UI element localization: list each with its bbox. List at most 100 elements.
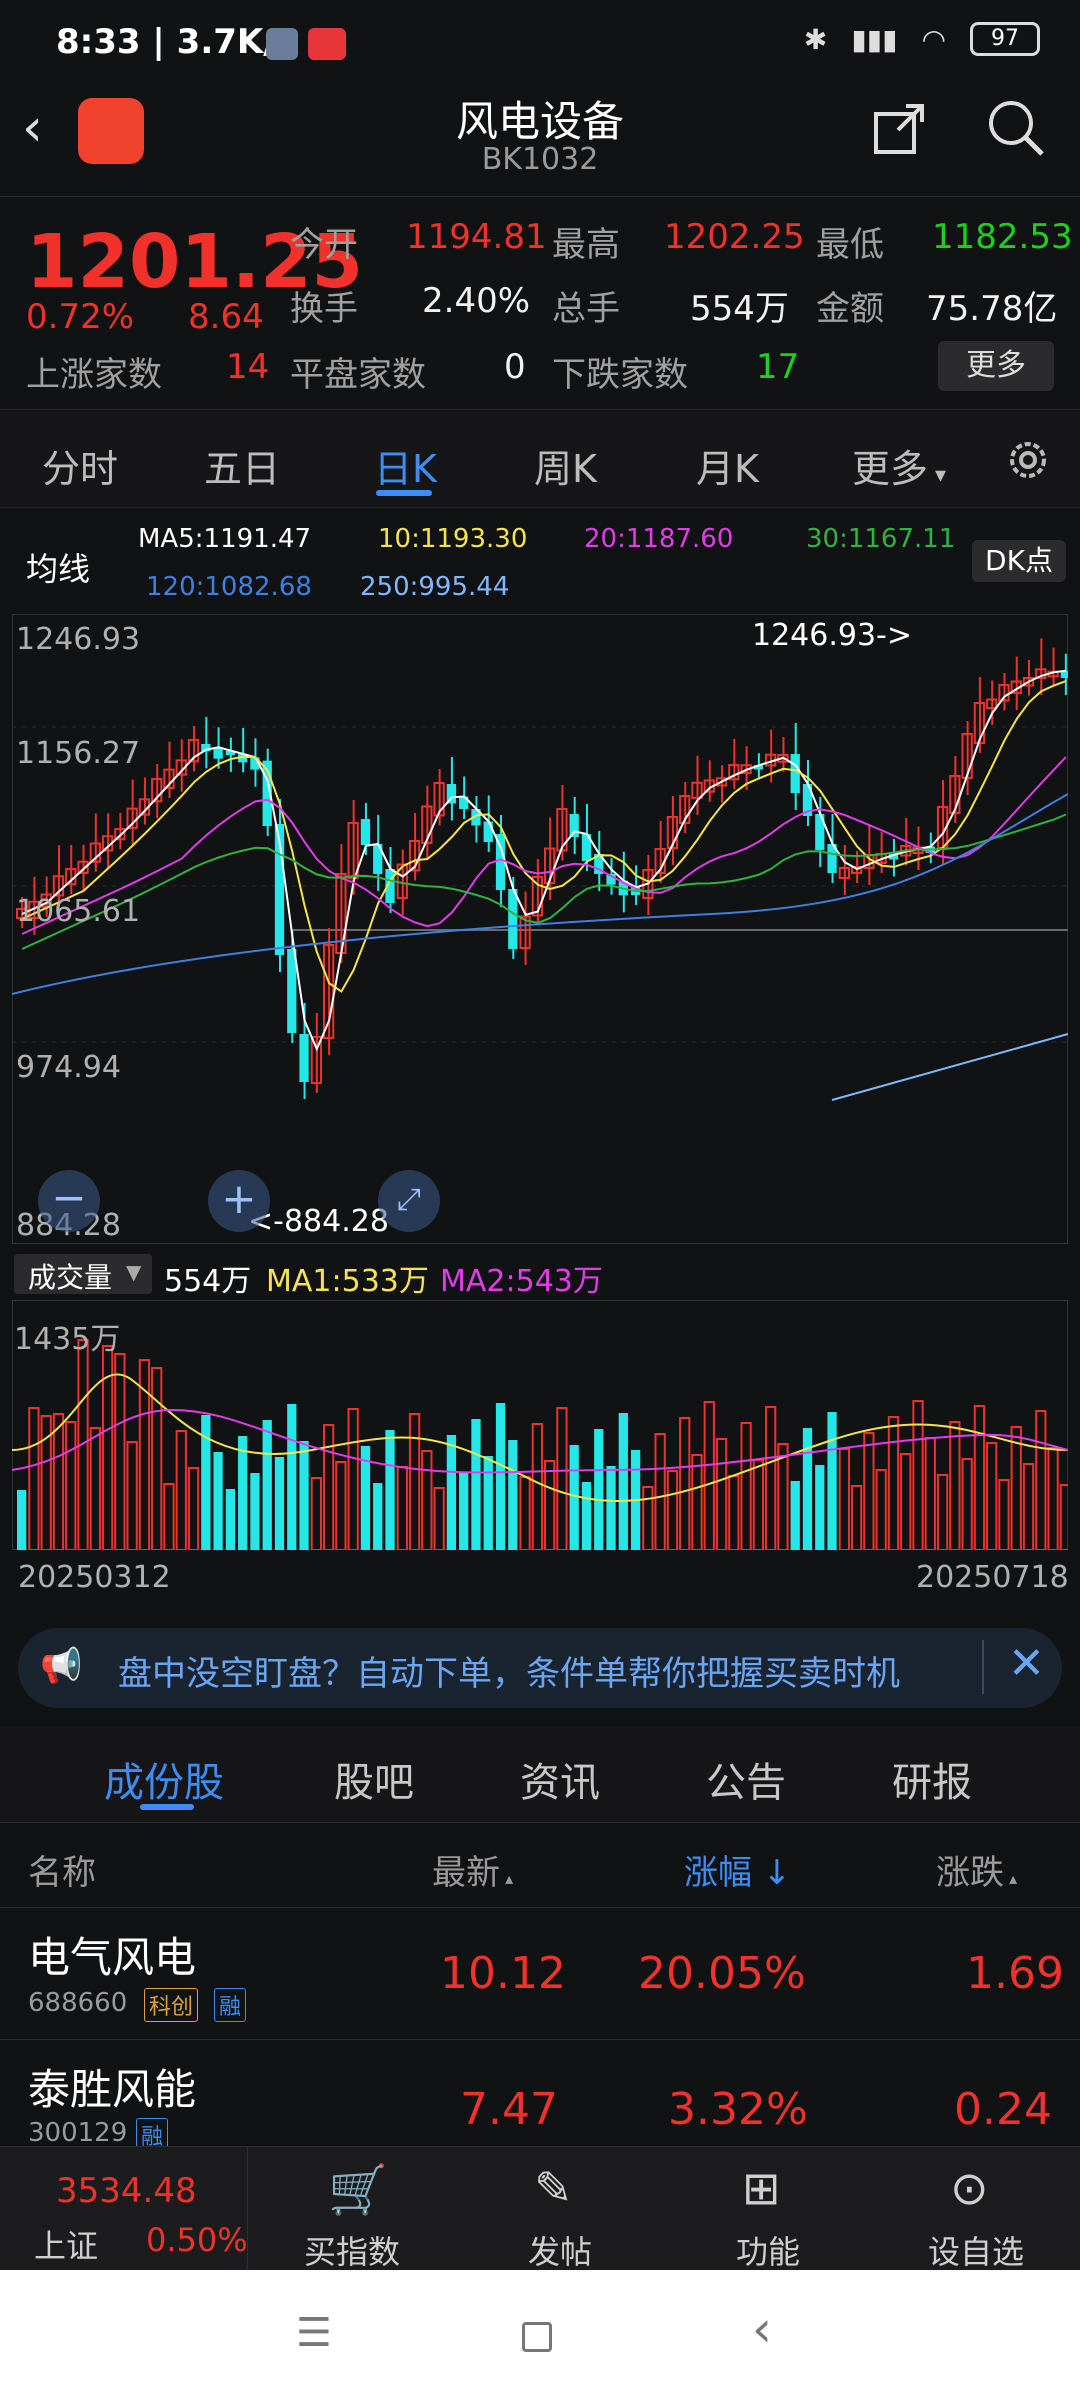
volume-bar <box>322 1424 335 1551</box>
close-icon[interactable]: ✕ <box>1008 1638 1045 1689</box>
tab-more[interactable]: 更多 ▾ <box>852 438 946 493</box>
buy-index-button[interactable]: 🛒 买指数 <box>252 2147 452 2271</box>
candlestick-chart[interactable]: 1246.93 1156.27 1065.61 974.94 884.28 12… <box>11 614 1070 1244</box>
candle-body <box>986 698 998 709</box>
dk-point-button[interactable]: DK点 <box>972 540 1066 582</box>
volume-bar <box>752 1459 765 1551</box>
volume-bar <box>961 1458 973 1551</box>
candle-body <box>373 844 383 874</box>
tab-constituents[interactable]: 成份股 <box>104 1760 224 1806</box>
volume-bar <box>1035 1410 1047 1551</box>
tab-intraday[interactable]: 分时 <box>42 447 119 491</box>
volume-bar <box>446 1435 457 1550</box>
add-watchlist-button[interactable]: ⊙ 设自选 <box>876 2147 1076 2271</box>
candle-body <box>838 867 850 879</box>
tab-news[interactable]: 资讯 <box>520 1760 600 1806</box>
fullscreen-icon[interactable]: ⤢ <box>378 1170 440 1232</box>
tab-five-day[interactable]: 五日 <box>204 447 281 491</box>
sort-desc-icon: ↓ <box>752 1853 792 1893</box>
down-count: 17 <box>756 347 800 387</box>
back-nav-icon[interactable]: ‹ <box>752 2300 772 2358</box>
x-axis-end: 20250718 <box>916 1560 1069 1595</box>
settings-app-icon <box>266 28 298 60</box>
volume-bar <box>114 1353 126 1551</box>
candle-body <box>606 874 616 885</box>
tab-daily-k[interactable]: 日K <box>374 447 437 491</box>
volume-bar <box>949 1421 961 1551</box>
change-pct: 20.05% <box>638 1948 806 1999</box>
ma5-line <box>21 669 1067 1052</box>
volume-bar <box>654 1433 666 1551</box>
candle-body <box>569 814 579 837</box>
col-chg[interactable]: 涨跌 ▴ <box>936 1845 1017 1894</box>
volume-chart[interactable]: 1435万 <box>11 1300 1072 1551</box>
volume-bar <box>52 1413 65 1551</box>
y-axis-label: 1246.93 <box>16 622 141 657</box>
volume-bar <box>225 1489 236 1550</box>
volume-bar <box>666 1470 679 1551</box>
candle-body <box>201 744 211 752</box>
share-icon[interactable] <box>872 100 928 156</box>
volume-bar <box>642 1486 654 1551</box>
tab-weekly-k[interactable]: 周K <box>534 447 597 491</box>
col-latest[interactable]: 最新 ▴ <box>432 1845 513 1894</box>
ma250-line <box>831 1033 1069 1101</box>
volume-bar <box>581 1482 592 1550</box>
volume-bar <box>262 1420 272 1550</box>
index-ticker[interactable]: 3534.48 上证 0.50% <box>0 2147 248 2271</box>
post-button[interactable]: ✎ 发帖 <box>460 2147 660 2271</box>
tab-forum[interactable]: 股吧 <box>334 1760 414 1806</box>
y-axis-label: 974.94 <box>16 1050 121 1085</box>
gear-icon[interactable] <box>1002 434 1054 486</box>
more-circle-icon: ⊙ <box>950 2161 989 2215</box>
col-pct[interactable]: 涨幅 ↓ <box>684 1845 791 1894</box>
promo-banner[interactable]: 📢 盘中没空盯盘？自动下单，条件单帮你把握买卖时机 ✕ <box>18 1628 1062 1708</box>
ma30-line <box>21 813 1067 950</box>
post-label: 发帖 <box>527 2233 592 2271</box>
index-value: 3534.48 <box>56 2171 197 2211</box>
candle-body <box>753 765 764 770</box>
change-pct: 3.32% <box>668 2084 808 2135</box>
more-button[interactable]: 更多 <box>938 341 1054 391</box>
volume-bar <box>396 1466 408 1551</box>
zoom-out-button[interactable]: − <box>38 1170 100 1232</box>
volume-bar <box>28 1407 40 1551</box>
status-bar: 8:33 | 3.7K/s ✱ ▮▮▮ ◠ 97 <box>0 0 1080 88</box>
open-value: 1194.81 <box>406 217 547 257</box>
tab-monthly-k[interactable]: 月K <box>696 447 759 491</box>
volume-bar <box>126 1441 138 1551</box>
change-pct: 0.72% <box>26 297 135 337</box>
buy-index-label: 买指数 <box>303 2233 400 2271</box>
candle-body <box>274 824 285 955</box>
volume-bar <box>998 1479 1010 1551</box>
menu-icon[interactable]: ☰ <box>296 2310 332 2356</box>
volume-bar <box>802 1428 813 1550</box>
volume-bar <box>483 1456 493 1550</box>
volume-bar <box>151 1367 163 1551</box>
candle-body <box>581 834 592 861</box>
table-row[interactable]: 泰胜风能 300129 融 7.47 3.32% 0.24 <box>0 2040 1080 2146</box>
volume-svg <box>11 1300 1072 1551</box>
indicator-dropdown[interactable]: 成交量 ▼ <box>14 1254 152 1294</box>
candlestick-svg <box>11 614 1070 1244</box>
zoom-in-button[interactable]: + <box>208 1170 270 1232</box>
functions-label: 功能 <box>735 2233 800 2271</box>
ma20-value: 20:1187.60 <box>584 524 734 554</box>
cart-icon: 🛒 <box>328 2162 388 2218</box>
home-icon[interactable] <box>522 2322 552 2352</box>
volume-bar <box>691 1454 703 1551</box>
volume-ma2: MA2:543万 <box>440 1264 603 1299</box>
table-row[interactable]: 电气风电 688660 科创 融 10.12 20.05% 1.69 <box>0 1908 1080 2040</box>
change-value: 1.69 <box>966 1948 1064 1999</box>
volume-bar <box>838 1448 850 1551</box>
functions-button[interactable]: ⊞ 功能 <box>668 2147 868 2271</box>
search-icon[interactable] <box>986 98 1046 158</box>
candle-body <box>802 784 813 816</box>
back-icon[interactable]: ‹ <box>22 98 43 158</box>
sort-icon: ▴ <box>1004 1869 1018 1888</box>
volume-bar <box>790 1481 800 1550</box>
tab-announcements[interactable]: 公告 <box>706 1760 786 1806</box>
tab-research[interactable]: 研报 <box>892 1760 972 1806</box>
volume-bar <box>1022 1463 1035 1551</box>
volume-bar <box>815 1465 825 1550</box>
